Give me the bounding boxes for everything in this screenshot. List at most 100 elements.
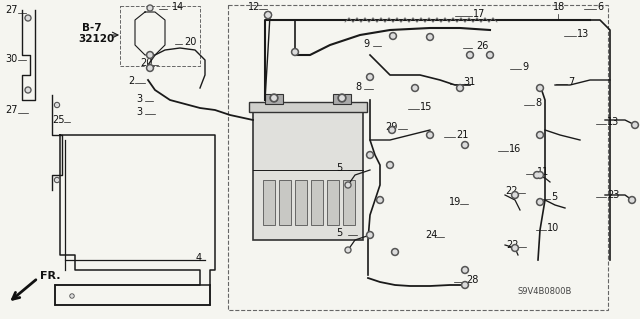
Circle shape bbox=[535, 173, 539, 177]
Circle shape bbox=[630, 198, 634, 202]
Text: 24: 24 bbox=[425, 230, 437, 240]
Circle shape bbox=[428, 133, 432, 137]
Bar bbox=[343, 180, 355, 225]
Circle shape bbox=[513, 193, 517, 197]
Circle shape bbox=[392, 249, 399, 256]
Circle shape bbox=[488, 53, 492, 57]
Circle shape bbox=[367, 73, 374, 80]
Circle shape bbox=[147, 5, 153, 11]
Bar bbox=[253, 110, 363, 240]
Circle shape bbox=[536, 198, 543, 205]
Text: 6: 6 bbox=[597, 2, 603, 12]
Circle shape bbox=[54, 102, 60, 108]
Circle shape bbox=[391, 34, 395, 38]
Circle shape bbox=[458, 86, 462, 90]
Text: 32120: 32120 bbox=[78, 34, 115, 44]
Bar bbox=[265, 94, 283, 104]
Circle shape bbox=[272, 96, 276, 100]
Text: S9V4B0800B: S9V4B0800B bbox=[518, 286, 572, 295]
Circle shape bbox=[345, 247, 351, 253]
Text: 3: 3 bbox=[136, 94, 142, 104]
Circle shape bbox=[378, 198, 382, 202]
Circle shape bbox=[148, 66, 152, 70]
Text: 18: 18 bbox=[553, 2, 565, 12]
Circle shape bbox=[387, 161, 394, 168]
Text: 27: 27 bbox=[5, 5, 17, 15]
Circle shape bbox=[463, 268, 467, 272]
Circle shape bbox=[71, 295, 73, 297]
Text: 5: 5 bbox=[336, 228, 342, 238]
Circle shape bbox=[264, 11, 271, 19]
Text: 15: 15 bbox=[420, 102, 433, 112]
Text: 26: 26 bbox=[476, 41, 488, 51]
Circle shape bbox=[147, 51, 154, 58]
Bar bbox=[333, 94, 351, 104]
Circle shape bbox=[388, 163, 392, 167]
Circle shape bbox=[511, 244, 518, 251]
Circle shape bbox=[390, 128, 394, 132]
Text: B-7: B-7 bbox=[82, 23, 102, 33]
Text: 12: 12 bbox=[248, 2, 260, 12]
Circle shape bbox=[25, 87, 31, 93]
Circle shape bbox=[26, 88, 29, 92]
Circle shape bbox=[390, 33, 397, 40]
Circle shape bbox=[536, 85, 543, 92]
Text: 29: 29 bbox=[385, 122, 397, 132]
Text: 5: 5 bbox=[336, 163, 342, 173]
Circle shape bbox=[463, 283, 467, 287]
Bar bbox=[327, 180, 339, 225]
Circle shape bbox=[511, 191, 518, 198]
Circle shape bbox=[633, 123, 637, 127]
Circle shape bbox=[467, 51, 474, 58]
Text: 22: 22 bbox=[505, 186, 518, 196]
Circle shape bbox=[388, 127, 396, 133]
Text: 16: 16 bbox=[509, 144, 521, 154]
Bar bbox=[311, 180, 323, 225]
Bar bbox=[263, 180, 275, 225]
Circle shape bbox=[291, 48, 298, 56]
Text: 20: 20 bbox=[184, 37, 196, 47]
Text: 11: 11 bbox=[537, 167, 549, 177]
Text: 9: 9 bbox=[363, 39, 369, 49]
Circle shape bbox=[376, 197, 383, 204]
Text: 5: 5 bbox=[551, 192, 557, 202]
Circle shape bbox=[148, 53, 152, 57]
Circle shape bbox=[456, 85, 463, 92]
Text: 31: 31 bbox=[463, 77, 476, 87]
Text: 2: 2 bbox=[128, 76, 134, 86]
Circle shape bbox=[538, 173, 542, 177]
Text: 17: 17 bbox=[473, 9, 485, 19]
Circle shape bbox=[367, 232, 374, 239]
Text: 10: 10 bbox=[547, 223, 559, 233]
Text: 28: 28 bbox=[466, 275, 478, 285]
Text: 9: 9 bbox=[522, 62, 528, 72]
Circle shape bbox=[632, 122, 639, 129]
Text: 13: 13 bbox=[577, 29, 589, 39]
Bar bbox=[228, 5, 608, 310]
Bar bbox=[295, 180, 307, 225]
Text: 4: 4 bbox=[196, 253, 202, 263]
Circle shape bbox=[368, 233, 372, 237]
Circle shape bbox=[628, 197, 636, 204]
Circle shape bbox=[56, 179, 58, 182]
Text: 25: 25 bbox=[52, 115, 65, 125]
Bar bbox=[279, 180, 291, 225]
Text: 19: 19 bbox=[449, 197, 461, 207]
Circle shape bbox=[428, 35, 432, 39]
Circle shape bbox=[413, 86, 417, 90]
Circle shape bbox=[461, 281, 468, 288]
Circle shape bbox=[538, 200, 542, 204]
Text: 21: 21 bbox=[456, 130, 468, 140]
Circle shape bbox=[536, 172, 543, 179]
Circle shape bbox=[346, 249, 349, 252]
Circle shape bbox=[538, 133, 542, 137]
Circle shape bbox=[393, 250, 397, 254]
Text: 30: 30 bbox=[5, 54, 17, 64]
Circle shape bbox=[426, 131, 433, 138]
Circle shape bbox=[70, 294, 74, 298]
Circle shape bbox=[270, 94, 278, 102]
Circle shape bbox=[368, 75, 372, 79]
Circle shape bbox=[148, 6, 152, 10]
Circle shape bbox=[468, 53, 472, 57]
Text: 7: 7 bbox=[568, 77, 574, 87]
